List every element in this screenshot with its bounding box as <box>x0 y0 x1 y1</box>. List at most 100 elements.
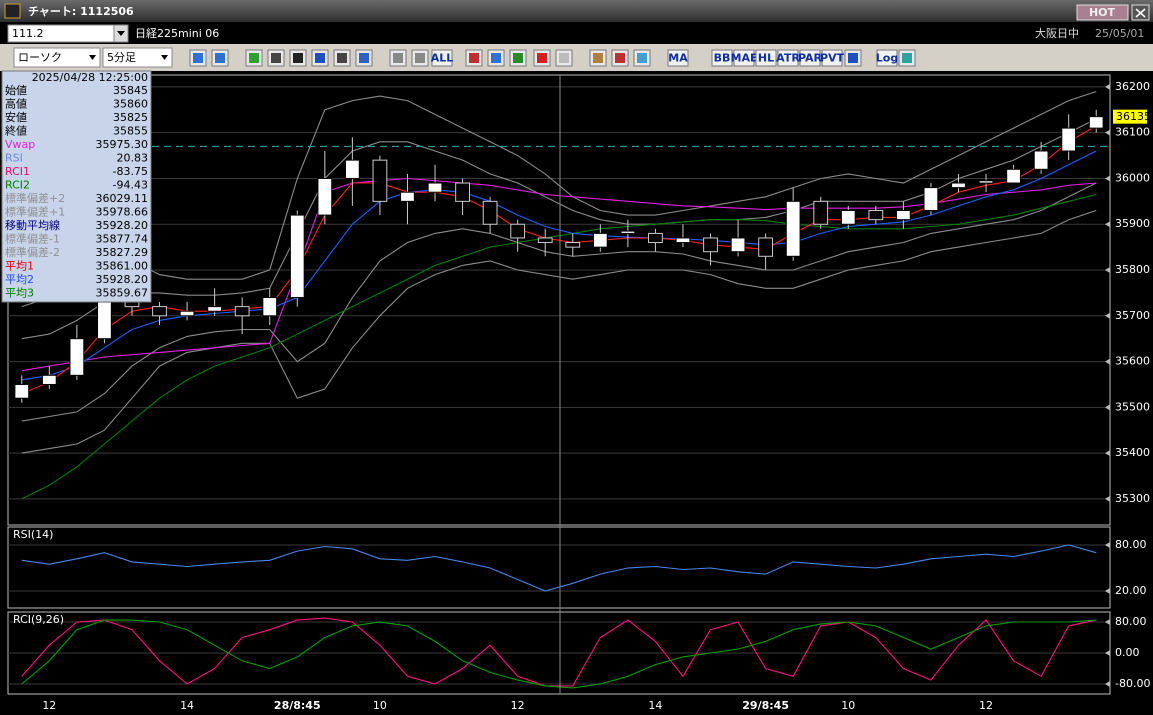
toolbar-icon-glyph[interactable] <box>615 53 625 63</box>
y-tick-label: 35800 <box>1115 263 1150 276</box>
candle-body <box>648 232 663 244</box>
candle-body <box>344 159 360 179</box>
toolbar-button-label[interactable]: BB <box>714 52 731 65</box>
info-value: 36029.11 <box>96 192 149 205</box>
x-tick-label: 12 <box>42 699 56 712</box>
code-text[interactable]: 111.2 <box>12 27 44 40</box>
candle-body <box>234 306 250 317</box>
candle-body <box>537 237 553 244</box>
y-tick-mark <box>1105 175 1110 182</box>
hot-label[interactable]: HOT <box>1089 6 1116 19</box>
toolbar-icon-glyph[interactable] <box>215 53 225 63</box>
x-tick-label: 14 <box>648 699 662 712</box>
candle-body <box>758 237 774 257</box>
info-value: 35861.00 <box>96 260 149 273</box>
chart-area <box>0 71 1153 715</box>
info-value: 35877.74 <box>96 233 149 246</box>
toolbar-icon-glyph[interactable] <box>559 53 569 63</box>
y-tick-mark <box>1105 83 1110 90</box>
toolbar-button-label[interactable]: MAE <box>731 52 758 65</box>
series-line <box>21 125 1097 395</box>
info-label: 高値 <box>5 97 27 111</box>
toolbar-button-label[interactable]: MA <box>668 52 688 65</box>
close-icon[interactable] <box>1135 8 1146 18</box>
candle-body <box>14 383 30 399</box>
series-line <box>21 619 1097 689</box>
series-line <box>21 209 1097 454</box>
series-line <box>21 150 1097 381</box>
toolbar-icon-glyph[interactable] <box>513 53 523 63</box>
toolbar-icon-glyph[interactable] <box>359 53 369 63</box>
toolbar-icon-glyph[interactable] <box>393 53 403 63</box>
dropdown-arrow[interactable] <box>89 55 96 60</box>
candle-body <box>840 210 856 225</box>
info-value: 35928.20 <box>96 219 149 232</box>
style-text[interactable]: ローソク <box>18 51 62 64</box>
info-value: 20.83 <box>117 152 149 165</box>
candle-body <box>400 191 415 202</box>
toolbar-button-label[interactable]: HL <box>758 52 774 65</box>
instrument-name: 日経225mini 06 <box>135 27 219 40</box>
toolbar-button[interactable] <box>821 49 843 67</box>
candle-body <box>1088 116 1104 129</box>
toolbar-icon-glyph[interactable] <box>193 53 203 63</box>
toolbar-button-label[interactable]: PAR <box>798 52 823 65</box>
y-tick-label: 35600 <box>1115 355 1150 368</box>
panel-title: RCI(9,26) <box>13 613 64 626</box>
toolbar-icon-glyph[interactable] <box>902 53 912 63</box>
info-label: 始値 <box>5 83 27 97</box>
rsi-panel-frame <box>7 526 1111 609</box>
toolbar-icon-glyph[interactable] <box>848 53 858 63</box>
toolbar-button-label[interactable]: PVT <box>820 52 845 65</box>
candle-body <box>730 237 746 253</box>
candle-body <box>1061 127 1077 152</box>
toolbar-button[interactable] <box>431 49 453 67</box>
toolbar-button-label[interactable]: ALL <box>431 52 454 65</box>
hot-button[interactable] <box>1076 4 1129 21</box>
toolbar-icon-glyph[interactable] <box>537 53 547 63</box>
instrument-bar <box>0 22 1153 44</box>
toolbar-button-label[interactable]: Log <box>876 52 898 65</box>
toolbar-icon-glyph[interactable] <box>271 53 281 63</box>
toolbar-button[interactable] <box>667 49 689 67</box>
y-tick-mark <box>1105 650 1110 656</box>
candle-body <box>510 223 526 239</box>
series-line <box>21 544 1097 592</box>
toolbar-icon-glyph[interactable] <box>315 53 325 63</box>
toolbar-button[interactable] <box>733 49 755 67</box>
candle-body <box>289 214 305 298</box>
toolbar-button[interactable] <box>777 49 799 67</box>
toolbar-icon-glyph[interactable] <box>415 53 425 63</box>
toolbar-icon-glyph[interactable] <box>491 53 501 63</box>
toolbar-icon-glyph[interactable] <box>337 53 347 63</box>
y-tick-mark <box>1105 267 1110 274</box>
toolbar-button[interactable] <box>755 49 777 67</box>
x-tick-label: 10 <box>841 699 855 712</box>
toolbar-icon-glyph[interactable] <box>293 53 303 63</box>
dropdown-arrow[interactable] <box>161 55 168 60</box>
interval-text[interactable]: 5分足 <box>107 51 136 64</box>
interval-select[interactable] <box>102 47 173 68</box>
toolbar-icon-glyph[interactable] <box>249 53 259 63</box>
toolbar-icon-glyph[interactable] <box>637 53 647 63</box>
toolbar-button[interactable] <box>711 49 733 67</box>
info-value: -83.75 <box>113 165 148 178</box>
info-value: 35855 <box>113 125 148 138</box>
style-select[interactable] <box>13 47 101 68</box>
toolbar-icon-glyph[interactable] <box>469 53 479 63</box>
toolbar-button-label[interactable]: ATR <box>776 52 800 65</box>
x-tick-label: 28/8:45 <box>274 699 321 712</box>
toolbar-button[interactable] <box>799 49 821 67</box>
y-tick-label: 35700 <box>1115 309 1150 322</box>
candle-body <box>565 242 581 248</box>
y-tick-label: -80.00 <box>1115 677 1150 690</box>
candle-body <box>207 306 223 312</box>
toolbar-button[interactable] <box>876 49 898 67</box>
info-label: 標準偏差-2 <box>5 245 60 259</box>
y-tick-label: 36000 <box>1115 171 1150 184</box>
dropdown-arrow[interactable] <box>117 31 125 36</box>
info-panel <box>1 70 152 303</box>
toolbar-icon-glyph[interactable] <box>593 53 603 63</box>
candle-body <box>1006 168 1021 184</box>
